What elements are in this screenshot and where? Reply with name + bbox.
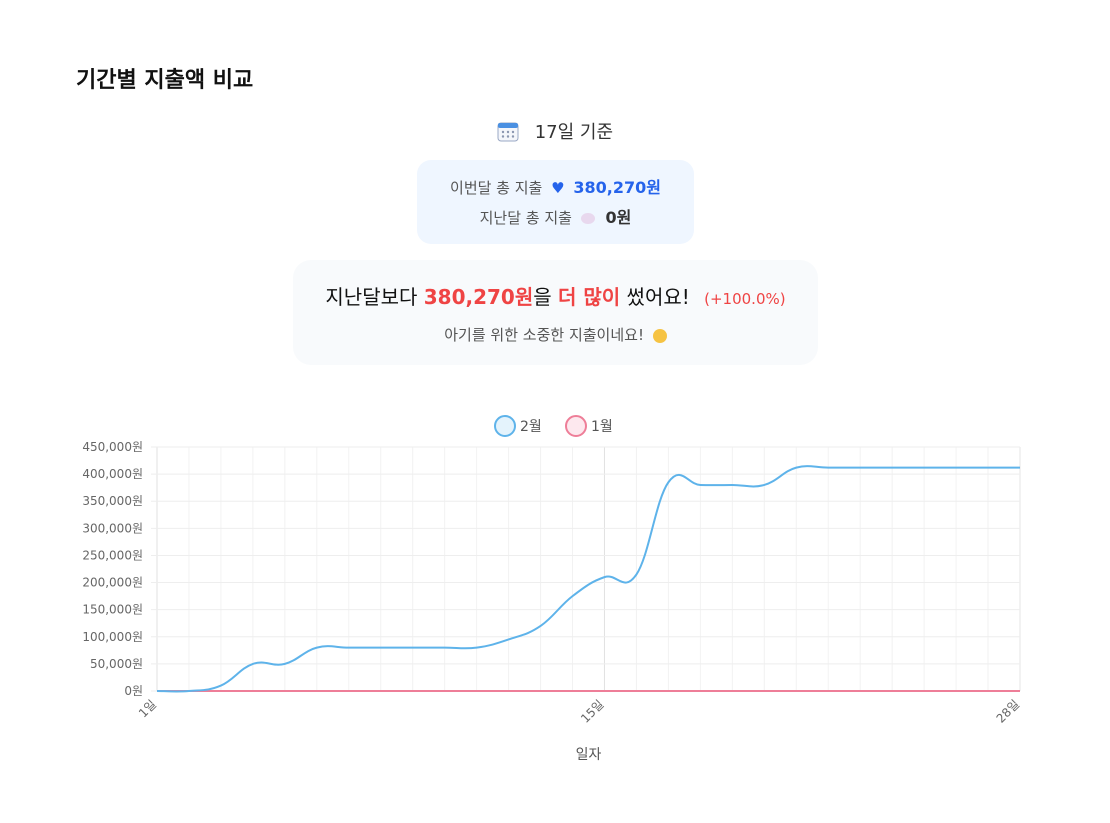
basis-date: 17일 기준 [0, 118, 1110, 144]
legend-label[interactable]: 2월 [520, 419, 542, 435]
x-axis-label: 일자 [576, 747, 602, 763]
blue-heart-icon: ♥ [551, 179, 565, 197]
comparison-suffix: 썼어요! [626, 285, 690, 309]
last-month-total: 지난달 총 지출 0원 [417, 207, 694, 237]
comparison-headline: 지난달보다 380,270원을 더 많이 썼어요! (+100.0%) [293, 284, 818, 312]
y-tick-label: 100,000원 [82, 630, 143, 644]
page-title: 기간별 지출액 비교 [76, 68, 254, 93]
x-axis-ticks: 1일 15일 28일 [136, 697, 1022, 726]
comparison-percent: (+100.0%) [704, 290, 786, 308]
last-month-label: 지난달 총 지출 [479, 209, 572, 227]
legend-swatch[interactable] [494, 415, 516, 437]
this-month-total: 이번달 총 지출 ♥ 380,270원 [417, 177, 694, 207]
comparison-mid: 을 [533, 285, 552, 309]
comparison-diff: 380,270원 [423, 285, 534, 309]
comparison-card: 지난달보다 380,270원을 더 많이 썼어요! (+100.0%) 아기를 … [293, 260, 818, 365]
legend-swatch[interactable] [565, 415, 587, 437]
chart-legend: 2월 1월 [494, 415, 613, 437]
legend-label[interactable]: 1월 [591, 419, 613, 435]
y-axis-ticks: 0원 50,000원 100,000원 150,000원 200,000원 250,000… [82, 440, 143, 698]
y-tick-label: 350,000원 [82, 494, 143, 508]
last-month-value: 0원 [605, 208, 632, 227]
y-tick-label: 450,000원 [82, 440, 143, 454]
baby-icon [652, 328, 667, 343]
comparison-more: 더 많이 [558, 285, 621, 309]
y-tick-label: 0원 [124, 684, 143, 698]
comparison-prefix: 지난달보다 [325, 285, 418, 309]
comparison-message-row: 아기를 위한 소중한 지출이네요! [293, 324, 818, 345]
chart-grid [151, 446, 1021, 692]
calendar-icon [497, 122, 519, 142]
thought-bubble-icon [580, 213, 595, 224]
x-tick-label: 28일 [994, 697, 1023, 726]
y-tick-label: 50,000원 [90, 657, 143, 671]
y-tick-label: 400,000원 [82, 467, 143, 481]
this-month-value: 380,270원 [573, 178, 661, 197]
x-tick-label: 1일 [136, 697, 159, 720]
spending-line-chart: 2월 1월 0원 50,000원 100,000원 150,000원 200,000원 25… [82, 415, 1022, 763]
series-line-this-month [156, 465, 1020, 693]
y-tick-label: 150,000원 [82, 603, 143, 617]
comparison-message: 아기를 위한 소중한 지출이네요! [444, 326, 644, 344]
y-tick-label: 200,000원 [82, 576, 143, 590]
chart-lines [156, 465, 1020, 693]
y-tick-label: 250,000원 [82, 548, 143, 562]
basis-text: 17일 기준 [534, 122, 614, 143]
this-month-label: 이번달 총 지출 [450, 179, 543, 197]
x-tick-label: 15일 [578, 697, 607, 726]
totals-card: 이번달 총 지출 ♥ 380,270원 지난달 총 지출 0원 [417, 160, 694, 244]
y-tick-label: 300,000원 [82, 521, 143, 535]
